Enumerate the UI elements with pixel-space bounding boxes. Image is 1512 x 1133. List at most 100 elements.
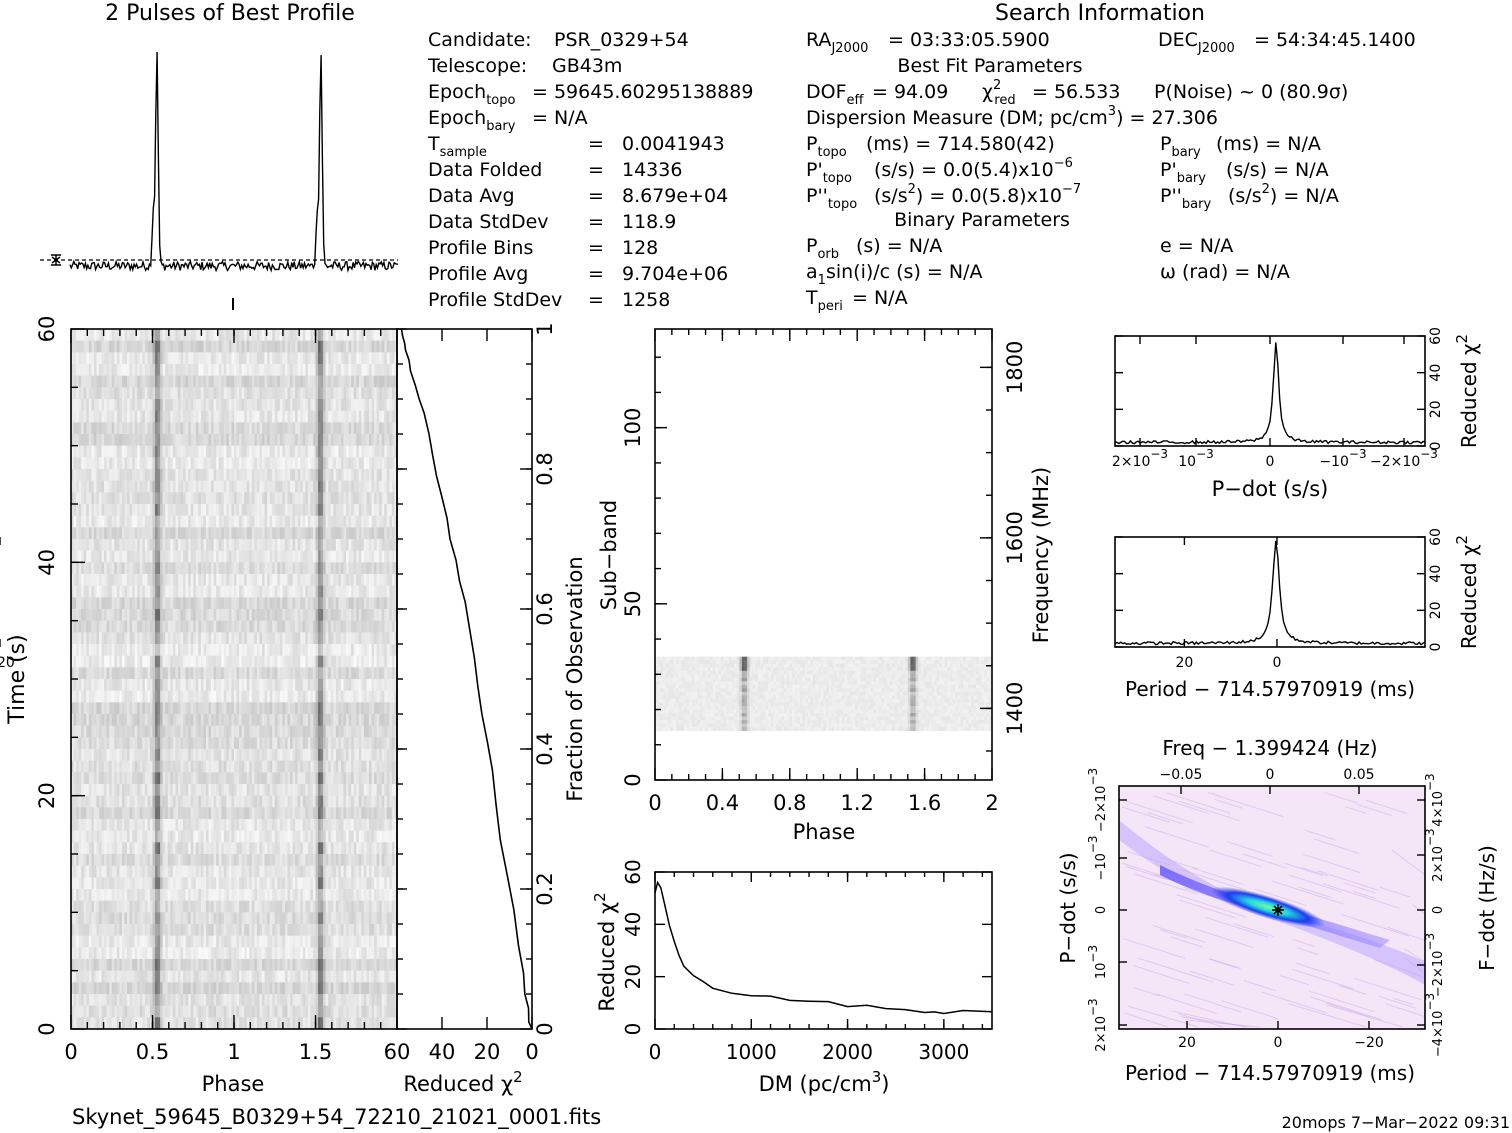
info-row-eq: = [588, 289, 604, 311]
a1-value: sin(i)/c (s) = N/A [826, 261, 983, 283]
ppdot-y2label: F−dot (Hz/s) [1475, 845, 1499, 971]
ppdot-ytick: 2×10−3 [1086, 998, 1109, 1051]
ra-value: = 03:33:05.5900 [888, 29, 1050, 51]
dec-sub: J2000 [1197, 41, 1235, 56]
period-xtick: −20 [0, 655, 15, 671]
time-phase-ytick: 60 [35, 316, 59, 343]
info-row-eq: = [588, 133, 604, 155]
pdot-panel: 0 20 40 60 2×10−3 10−3 0 −10−3 −2×10−3 P−dot (s/… [1112, 327, 1481, 501]
subband-ylabel: Sub−band [597, 500, 621, 610]
time-phase-ytick: 0 [35, 1022, 59, 1035]
pddbary-sup: 2 [1262, 182, 1270, 197]
info-row-label: Data Avg [428, 185, 515, 207]
pdot-curve [1114, 342, 1426, 445]
epoch-topo-sub: topo [486, 93, 515, 108]
info-row-value: 118.9 [622, 211, 676, 233]
small-chi-ytick: 20 [1428, 400, 1444, 418]
subband-xtick: 1.6 [908, 791, 941, 815]
svg-text:(s/s2) = N/A: (s/s2) = N/A [1228, 182, 1339, 207]
chi-fraction-ytick: 0.8 [533, 452, 557, 485]
ppdot-ytick: 0 [1094, 906, 1109, 914]
profile-title: 2 Pulses of Best Profile [105, 1, 355, 26]
pdbary-label: P' [1160, 159, 1177, 181]
dm-ytick: 20 [621, 964, 645, 989]
dm-xlabel-sup: 3 [872, 1068, 882, 1086]
chi-sup: 2 [993, 78, 1001, 93]
svg-text:Dispersion Measure (DM; pc/cm3: Dispersion Measure (DM; pc/cm3) = 27.306 [806, 104, 1218, 129]
info-left: Candidate: PSR_0329+54 Telescope: GB43m … [427, 29, 753, 311]
svg-text:(s/s) = 0.0(5.4)x10−6: (s/s) = 0.0(5.4)x10−6 [874, 156, 1073, 181]
ppdot-y2tick: 2×10−3 [1423, 828, 1446, 881]
chi-fraction-ytick: 0.2 [533, 872, 557, 905]
time-phase-ytick: 40 [35, 549, 59, 576]
svg-text:P'bary: P'bary [1160, 159, 1206, 186]
dm-xtick: 3000 [918, 1040, 969, 1064]
dm-ytick: 0 [621, 1023, 645, 1036]
time-phase-ylabel: Time (s) [5, 634, 30, 724]
dec-value: = 54:34:45.1400 [1254, 29, 1416, 51]
svg-text:Epochtopo: Epochtopo [428, 81, 515, 108]
pdot-xtick: −2×10−3 [1370, 447, 1438, 470]
search-info-title: Search Information [995, 1, 1205, 26]
pddbary-sub: bary [1182, 197, 1212, 212]
footer-filename: Skynet_59645_B0329+54_72210_21021_0001.f… [72, 1105, 601, 1130]
period-y2label-sup: 2 [1453, 535, 1471, 545]
dm-ylabel: Reduced χ [595, 902, 619, 1012]
epoch-bary-label: Epoch [428, 107, 486, 129]
porb-value: (s) = N/A [856, 235, 942, 257]
chi-fraction-ytick: 0.6 [533, 592, 557, 625]
ppdot-best-marker [1272, 904, 1284, 916]
info-row-value: 8.679e+04 [622, 185, 728, 207]
pdtopo-sub: topo [823, 171, 852, 186]
svg-text:P''topo: P''topo [806, 185, 857, 212]
chi-fraction-xtick: 60 [384, 1040, 411, 1064]
chi-value: = 56.533 [1032, 81, 1120, 103]
ecc-value: e = N/A [1160, 235, 1233, 257]
time-phase-xtick: 1 [227, 1040, 240, 1064]
info-row-label: Data StdDev [428, 211, 549, 233]
tperi-label: T [805, 287, 818, 309]
a1-label: a [806, 261, 818, 283]
dm-ytick: 60 [621, 859, 645, 884]
time-phase-ytick: 20 [35, 782, 59, 809]
dm-value: ) = 27.306 [1116, 107, 1218, 129]
period-xtick: 20 [1175, 655, 1193, 671]
subband-xtick: 0.8 [773, 791, 806, 815]
chi-fraction-xtick: 0 [525, 1040, 538, 1064]
time-phase-xtick: 0.5 [136, 1040, 169, 1064]
profile-plot [40, 51, 398, 310]
pdot-y2label-sup: 2 [1453, 334, 1471, 344]
subband-y2label: Frequency (MHz) [1029, 467, 1053, 643]
period-xlabel: Period − 714.57970919 (ms) [1125, 677, 1415, 701]
ra-label: RA [806, 29, 831, 51]
ppdot-xtick: 20 [1178, 1035, 1196, 1051]
info-row-eq: = [588, 237, 604, 259]
epoch-topo-value: = 59645.60295138889 [532, 81, 753, 103]
ppdot-hotspot [1210, 886, 1326, 928]
ppdot-core-band [1160, 865, 1390, 948]
subband-greyscale [655, 656, 993, 731]
ppdot-y2tick: −4×10−3 [1423, 993, 1446, 1057]
svg-text:(s/s2) = 0.0(5.8)x10−7: (s/s2) = 0.0(5.8)x10−7 [874, 182, 1081, 207]
subband-ytick: 0 [621, 773, 645, 786]
subband-xtick: 2 [985, 791, 998, 815]
profile-trace [69, 51, 398, 273]
time-phase-xlabel: Phase [202, 1072, 265, 1096]
ptopo-value: (ms) = 714.580(42) [866, 133, 1055, 155]
info-row-label: Profile Avg [428, 263, 528, 285]
small-chi-ytick: 40 [1428, 364, 1444, 382]
chi-label: χ [982, 81, 993, 103]
svg-text:Porb: Porb [806, 235, 839, 262]
small-chi-ytick: 60 [1428, 528, 1444, 546]
a1-sub: 1 [818, 273, 826, 288]
dm-xtick: 0 [649, 1040, 662, 1064]
pdot-xlabel: P−dot (s/s) [1212, 477, 1329, 501]
info-row-value: 9.704e+06 [622, 263, 728, 285]
subband-y2tick: 1600 [1003, 511, 1027, 564]
info-row-label: Profile Bins [428, 237, 533, 259]
time-phase-greyscale [71, 329, 398, 1030]
pdot-xtick: −10−3 [1319, 447, 1366, 470]
subband-xlabel: Phase [793, 820, 856, 844]
